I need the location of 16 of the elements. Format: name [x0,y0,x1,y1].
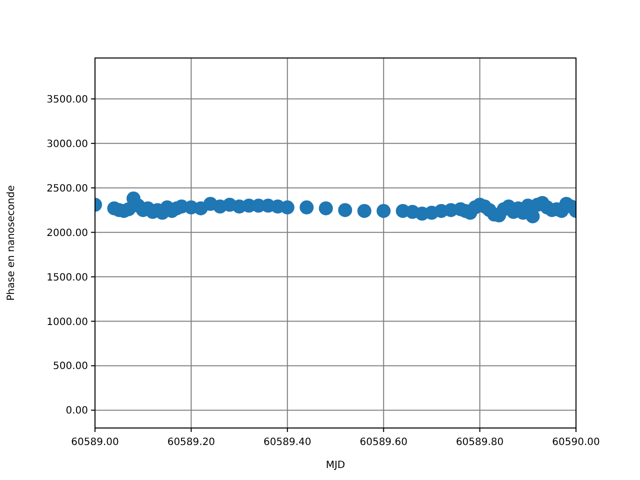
x-tick-label: 60590.00 [552,437,600,448]
y-tick-label: 3500.00 [46,94,88,106]
y-tick-label: 500.00 [53,361,88,372]
y-tick-label: 0.00 [66,406,88,417]
y-tick-label: 2000.00 [46,228,88,239]
y-tick-label: 2500.00 [46,183,88,194]
x-tick-label: 60589.20 [167,437,216,448]
x-tick-label: 60589.60 [360,437,408,448]
x-tick-label: 60589.00 [71,437,119,448]
y-tick-label: 1500.00 [46,272,88,284]
y-tick-label: 1000.00 [46,316,88,328]
x-axis-title: MJD [326,460,346,471]
y-axis-title: Phase en nanoseconde [6,185,17,301]
y-tick-label: 3000.00 [46,138,88,150]
x-tick-label: 60589.40 [264,437,312,448]
x-tick-label: 60589.80 [456,437,504,448]
